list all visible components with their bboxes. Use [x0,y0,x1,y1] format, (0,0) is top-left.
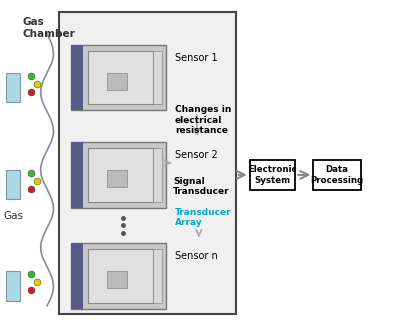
FancyBboxPatch shape [6,271,20,301]
Text: Sensor n: Sensor n [175,251,218,261]
Text: Data
Processing: Data Processing [310,165,364,185]
Text: Gas: Gas [3,211,23,221]
FancyBboxPatch shape [71,45,83,110]
FancyBboxPatch shape [71,243,166,309]
FancyBboxPatch shape [153,148,162,202]
FancyBboxPatch shape [71,45,166,110]
FancyBboxPatch shape [313,160,361,190]
Text: Electronic
System: Electronic System [248,165,297,185]
Text: Sensor 2: Sensor 2 [175,150,218,160]
FancyBboxPatch shape [153,249,162,303]
FancyBboxPatch shape [107,170,127,187]
FancyBboxPatch shape [88,51,153,105]
Text: Signal
Transducer: Signal Transducer [173,177,230,196]
FancyBboxPatch shape [71,243,83,309]
FancyBboxPatch shape [6,72,20,102]
Text: Transducer
Array: Transducer Array [175,208,232,227]
FancyBboxPatch shape [6,170,20,200]
Text: Changes in
electrical
resistance: Changes in electrical resistance [175,106,231,135]
FancyBboxPatch shape [107,73,127,89]
FancyBboxPatch shape [107,271,127,288]
FancyBboxPatch shape [59,12,236,314]
FancyBboxPatch shape [71,142,166,208]
Text: Gas
Chamber: Gas Chamber [22,18,75,39]
FancyBboxPatch shape [71,142,83,208]
FancyBboxPatch shape [153,51,162,105]
FancyBboxPatch shape [88,148,153,202]
Text: Sensor 1: Sensor 1 [175,53,218,63]
FancyBboxPatch shape [250,160,295,190]
FancyBboxPatch shape [88,249,153,303]
